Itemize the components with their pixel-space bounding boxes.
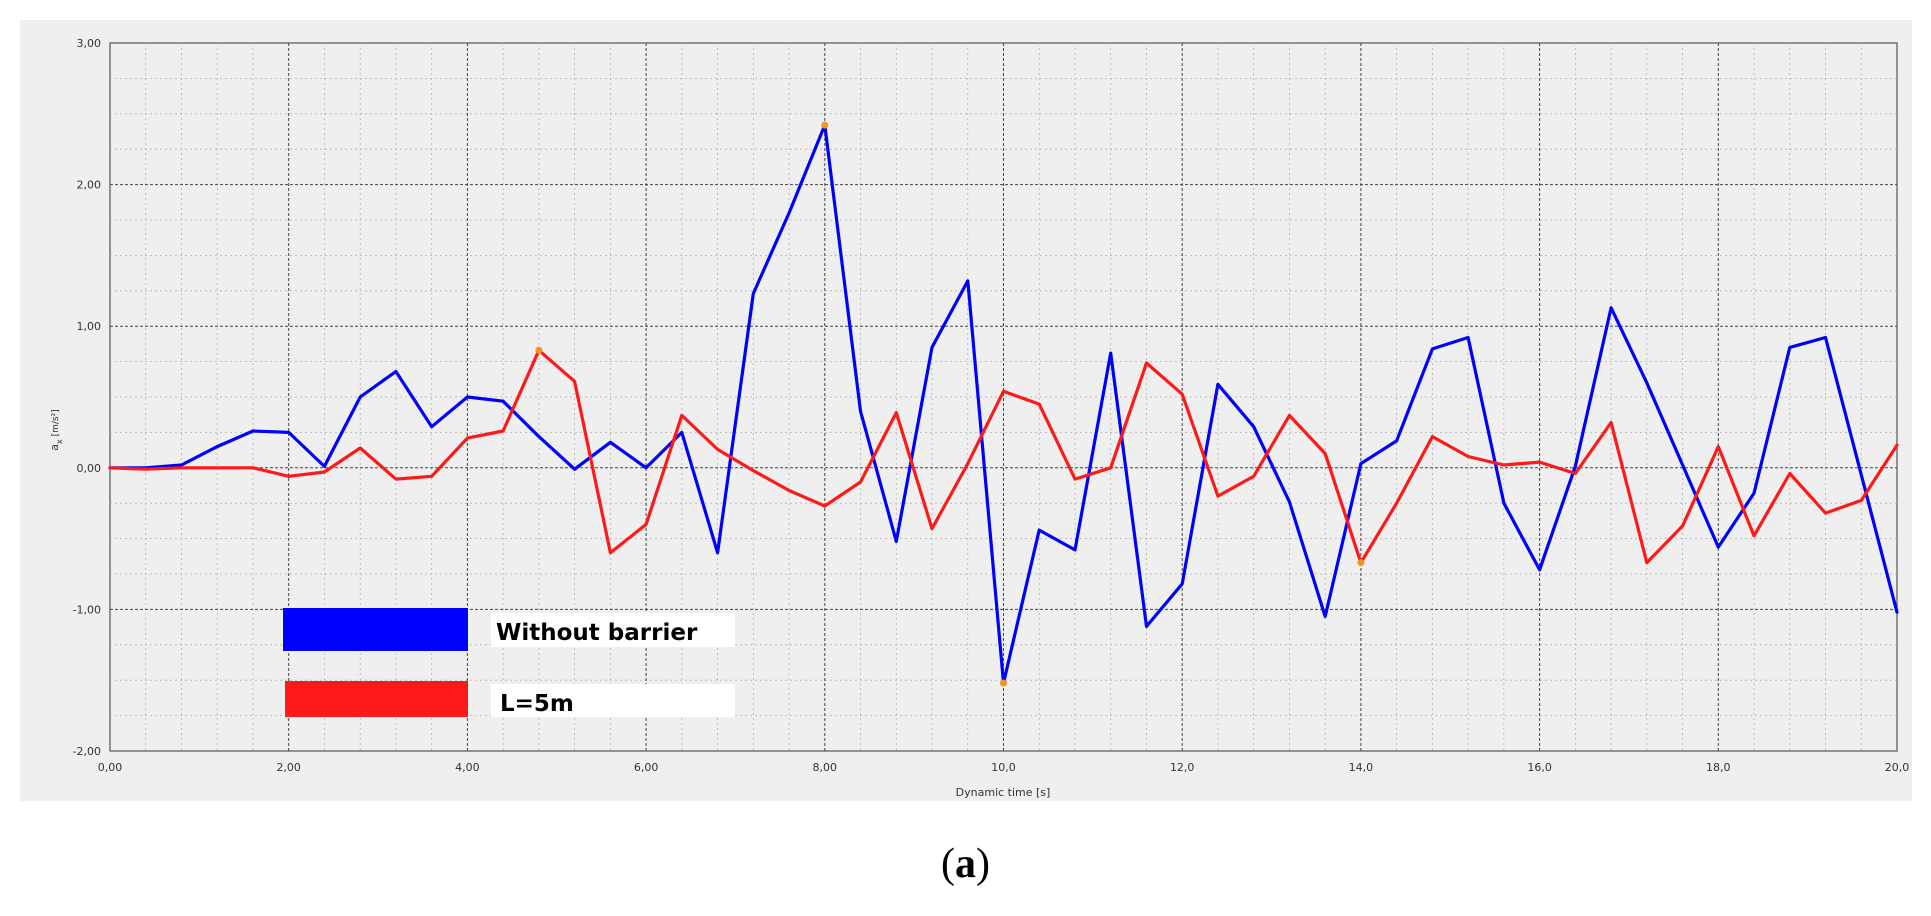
y-axis-label-unit: [m/s²] <box>51 409 61 439</box>
y-tick-label: 3,00 <box>77 37 102 50</box>
x-tick-label: 14,0 <box>1349 761 1374 774</box>
series-line-l5m <box>108 348 1899 565</box>
legend-swatch-l5m <box>285 681 468 717</box>
x-tick-label: 18,0 <box>1706 761 1731 774</box>
x-tick-label: 12,0 <box>1170 761 1195 774</box>
legend-label-without-barrier: Without barrier <box>496 620 698 646</box>
x-axis-label: Dynamic time [s] <box>956 786 1051 799</box>
peak-marker <box>1357 559 1365 567</box>
y-tick-label: 0,00 <box>77 462 102 475</box>
legend: Without barrier L=5m <box>283 608 735 717</box>
x-tick-label: 10,0 <box>991 761 1016 774</box>
y-tick-label: 1,00 <box>77 320 102 333</box>
y-tick-label: -1,00 <box>73 603 101 616</box>
y-tick-labels: -2,00 -1,00 0,00 1,00 2,00 3,00 <box>73 37 101 758</box>
x-tick-label: 2,00 <box>276 761 301 774</box>
figure-caption: (a) <box>941 841 990 887</box>
y-axis-label-symbol: a <box>48 444 61 451</box>
peak-marker <box>1000 679 1007 687</box>
legend-label-l5m: L=5m <box>500 691 574 717</box>
x-tick-label: 4,00 <box>455 761 480 774</box>
peak-marker <box>535 346 543 354</box>
peak-marker <box>821 121 829 129</box>
x-tick-labels: 0,00 2,00 4,00 6,00 8,00 10,0 12,0 14,0 16,0 18,0… <box>98 761 1910 774</box>
caption-letter: a <box>955 841 976 887</box>
y-axis-label: ax [m/s²] <box>48 409 64 450</box>
x-tick-label: 16,0 <box>1527 761 1552 774</box>
x-tick-label: 6,00 <box>634 761 659 774</box>
legend-label-bg-l5m <box>491 684 735 717</box>
legend-swatch-without-barrier <box>283 608 468 651</box>
x-tick-label: 8,00 <box>813 761 838 774</box>
y-tick-label: 2,00 <box>77 179 102 192</box>
x-tick-label: 20,0 <box>1885 761 1910 774</box>
y-tick-label: -2,00 <box>73 745 101 758</box>
x-tick-label: 0,00 <box>98 761 123 774</box>
legend-label-bg-without-barrier <box>491 613 735 647</box>
y-axis-label-subscript: x <box>55 439 64 444</box>
peak-markers <box>535 121 1365 687</box>
